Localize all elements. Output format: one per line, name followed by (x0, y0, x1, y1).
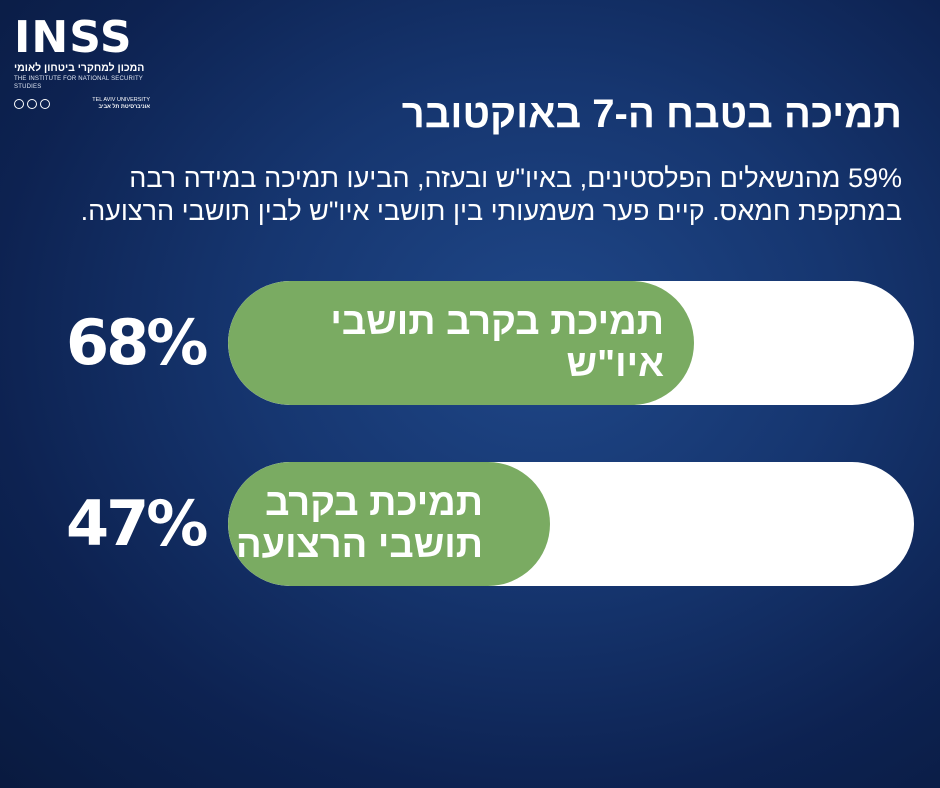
logo-name-hebrew: המכון למחקרי ביטחון לאומי (14, 62, 145, 74)
university-name-hebrew: אוניברסיטת תל אביב (98, 103, 150, 110)
seal-icon (14, 98, 24, 109)
seal-icon (27, 98, 37, 109)
bar-track: תמיכת בקרב תושבי הרצועה (228, 462, 914, 586)
bar-value-label: 47% (66, 487, 208, 560)
bar-track: תמיכת בקרב תושבי איו"ש (228, 281, 914, 405)
logo-name-english: THE INSTITUTE FOR NATIONAL SECURITY STUD… (14, 76, 143, 90)
bar-fill (228, 462, 550, 586)
bar-fill (228, 281, 694, 405)
inss-logo: INSS המכון למחקרי ביטחון לאומי THE INSTI… (14, 16, 154, 110)
logo-partner-row: TEL AVIV UNIVERSITY אוניברסיטת תל אביב (14, 97, 154, 110)
bar-category-label: תמיכת בקרב תושבי הרצועה (236, 482, 484, 566)
bar-category-label: תמיכת בקרב תושבי איו"ש (330, 301, 664, 385)
university-name-english: TEL AVIV UNIVERSITY (92, 97, 150, 103)
university-logo: TEL AVIV UNIVERSITY אוניברסיטת תל אביב (92, 97, 150, 110)
chart-title: תמיכה בטבח ה-7 באוקטובר (401, 92, 902, 136)
bar-value-label: 68% (66, 306, 208, 379)
seal-icon (40, 98, 50, 109)
chart-subtitle: 59% מהנשאלים הפלסטינים, באיו"ש ובעזה, הב… (80, 163, 902, 226)
logo-wordmark: INSS (14, 12, 133, 63)
